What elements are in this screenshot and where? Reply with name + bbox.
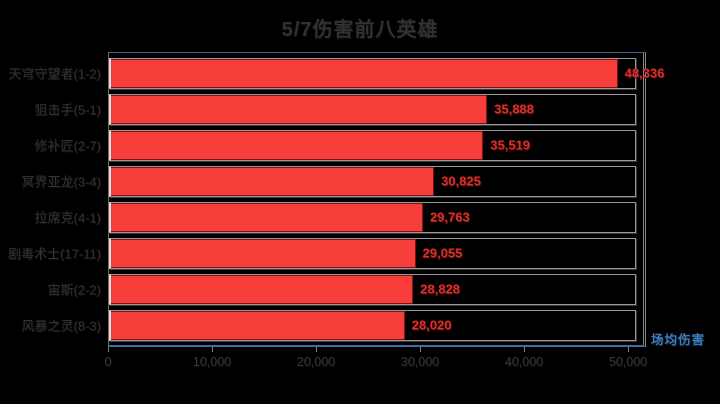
bar (111, 130, 484, 160)
bar (111, 202, 423, 232)
bar-row: 修补匠(2-7) 35,519 (35, 129, 643, 161)
bar-row: 冥界亚龙(3-4) 30,825 (22, 165, 643, 197)
x-tick-mark (524, 347, 525, 352)
value-label: 48,336 (624, 65, 665, 81)
value-label: 29,055 (422, 245, 463, 261)
bar-track: 28,828 (109, 273, 637, 305)
bar-track: 29,055 (109, 237, 637, 269)
category-label: 剧毒术士(17-11) (8, 246, 101, 262)
bar-track: 35,888 (109, 93, 637, 125)
value-label: 35,888 (494, 101, 534, 117)
bar-row: 拉席克(4-1) 29,763 (35, 201, 643, 233)
value-label: 28,020 (411, 317, 452, 333)
category-label: 拉席克(4-1) (34, 210, 101, 226)
bar-track: 29,763 (109, 201, 637, 233)
x-tick-label: 10,000 (192, 355, 232, 369)
x-tick-label: 40,000 (504, 355, 544, 369)
x-tick-mark (316, 347, 317, 352)
bar-track: 48,336 (109, 57, 664, 89)
x-tick-mark (108, 347, 109, 352)
bar-row: 天穹守望者(1-2) 48,336 (9, 57, 664, 89)
category-label: 宙斯(2-2) (47, 282, 101, 298)
x-tick-label: 0 (104, 355, 112, 369)
x-tick-label: 50,000 (608, 355, 648, 369)
plot-area: 天穹守望者(1-2) 48,336 狙击手(5-1) 35,888 修补匠(2-… (8, 52, 664, 347)
bar (111, 238, 416, 268)
bar-row: 剧毒术士(17-11) 29,055 (8, 237, 643, 269)
x-tick-label: 20,000 (296, 355, 336, 369)
bar-row: 狙击手(5-1) 35,888 (35, 93, 643, 125)
category-label: 风暴之灵(8-3) (21, 318, 101, 334)
bar (111, 310, 405, 340)
value-label: 35,519 (490, 137, 531, 153)
category-label: 天穹守望者(1-2) (8, 66, 101, 82)
bar-track: 35,519 (109, 129, 637, 161)
value-label: 29,763 (429, 209, 470, 225)
x-axis: 0 10,000 20,000 30,000 40,000 50,000 (104, 347, 648, 374)
x-tick-mark (628, 347, 629, 352)
bar (111, 58, 618, 88)
value-label: 30,825 (441, 173, 481, 189)
bar-track: 30,825 (109, 165, 637, 197)
bar-rows: 天穹守望者(1-2) 48,336 狙击手(5-1) 35,888 修补匠(2-… (8, 53, 664, 345)
chart-title: 5/7伤害前八英雄 (281, 19, 439, 41)
bar (111, 94, 488, 124)
x-tick-mark (212, 347, 213, 352)
x-tick-label: 30,000 (400, 355, 440, 369)
legend-label: 场均伤害 (651, 333, 706, 347)
bar-track: 28,020 (109, 309, 637, 341)
value-label: 28,828 (420, 281, 460, 297)
bar (111, 166, 435, 196)
bar-row: 风暴之灵(8-3) 28,020 (22, 309, 643, 341)
category-label: 狙击手(5-1) (34, 102, 101, 118)
bar-row: 宙斯(2-2) 28,828 (48, 273, 643, 305)
x-tick-mark (420, 347, 421, 352)
bar (111, 274, 414, 304)
category-label: 修补匠(2-7) (34, 138, 101, 154)
category-label: 冥界亚龙(3-4) (21, 174, 101, 190)
